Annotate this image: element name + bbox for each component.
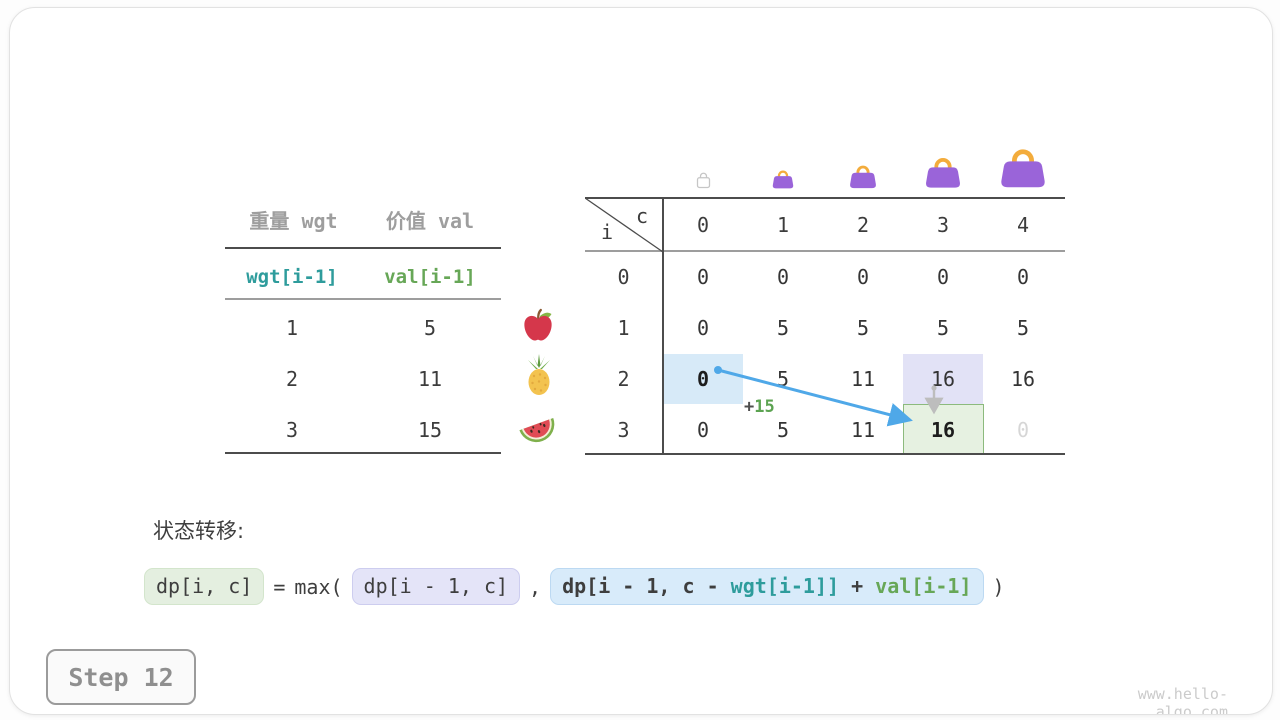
dp-col-header: 0 [696,213,710,237]
dp-cell-1-1: 5 [776,315,790,340]
dp-corner-col-var: c [636,204,649,228]
formula-equals: = [273,574,286,599]
handbag-icon [772,170,794,189]
dp-row-header: 1 [617,315,630,340]
step-badge: Step 12 [46,649,196,705]
formula-option1-pill: dp[i - 1, c] [351,568,521,605]
handbag-icon [849,165,877,189]
formula-lhs-pill: dp[i, c] [144,568,265,605]
item-row-3-wgt: 3 [285,418,299,442]
dp-cell-2-4: 16 [1010,366,1036,391]
dp-corner-row-var: i [601,220,614,244]
divider [585,250,1065,252]
dp-cell-3-3: 16 [930,417,956,442]
option2-wgt-term: wgt[i-1]] [730,574,840,598]
corner-diagonal-line [585,197,664,253]
dp-cell-0-2: 0 [856,264,870,289]
item-row-2-val: 11 [417,367,443,391]
handbag-icon [1000,148,1046,189]
item-table-subheader-val: val[i-1] [384,266,476,288]
item-row-1-wgt: 1 [285,316,299,340]
handbag-icon [925,157,961,189]
dp-cell-3-0: 0 [696,417,710,442]
dp-cell-2-2: 11 [850,366,876,391]
divider [225,247,501,249]
dp-cell-3-4: 0 [1016,417,1030,442]
dp-row-header: 0 [617,264,630,289]
state-transition-heading: 状态转移: [153,519,245,543]
option2-prefix: dp[i - 1, c - [562,574,731,598]
formula-close-paren: ) [992,574,1005,599]
watermelon-icon [515,408,559,448]
item-table-header-weight: 重量 wgt [249,208,338,233]
site-watermark: www.hello-algo.com [1137,685,1228,715]
dp-cell-3-2: 11 [850,417,876,442]
dp-cell-1-2: 5 [856,315,870,340]
dp-row-header: 3 [617,417,630,442]
dp-col-header: 2 [856,213,870,237]
dp-row-header: 2 [617,366,630,391]
empty-bag-icon [696,171,711,189]
dp-cell-2-0: 0 [696,366,710,391]
added-value: 15 [754,397,775,417]
dp-cell-0-3: 0 [936,264,950,289]
dp-cell-1-4: 5 [1016,315,1030,340]
option2-val-term: val[i-1] [875,574,972,598]
apple-icon [521,307,555,343]
dp-col-header: 4 [1016,213,1030,237]
divider [225,298,501,300]
highlight-cell-option [903,354,983,404]
formula-comma: , [529,574,542,599]
plus-sign: + [744,397,755,417]
dp-col-header: 3 [936,213,950,237]
divider [662,197,664,455]
dp-cell-0-4: 0 [1016,264,1030,289]
divider [585,453,1065,455]
option2-plus: + [839,574,876,598]
pineapple-icon [521,353,557,399]
formula-option2-pill: dp[i - 1, c - wgt[i-1]] + val[i-1] [550,568,984,605]
dp-cell-0-0: 0 [696,264,710,289]
item-row-1-val: 5 [423,316,437,340]
divider [585,197,1065,199]
dp-cell-0-1: 0 [776,264,790,289]
state-transition-formula: dp[i, c] = max( dp[i - 1, c] , dp[i - 1,… [144,568,1005,605]
dp-col-header: 1 [776,213,790,237]
dp-cell-2-3: 16 [930,366,956,391]
item-table-subheader-wgt: wgt[i-1] [246,266,338,288]
transition-add-value-label: +15 [744,397,775,417]
dp-cell-3-1: 5 [776,417,790,442]
item-table-header-value: 价值 val [385,208,475,233]
formula-max-open: max( [294,574,343,599]
divider [225,452,501,454]
dp-cell-1-3: 5 [936,315,950,340]
figure-card: 重量 wgt 价值 val wgt[i-1] val[i-1] 1 5 2 11… [9,7,1273,715]
item-row-2-wgt: 2 [285,367,299,391]
dp-cell-1-0: 0 [696,315,710,340]
item-row-3-val: 15 [417,418,443,442]
